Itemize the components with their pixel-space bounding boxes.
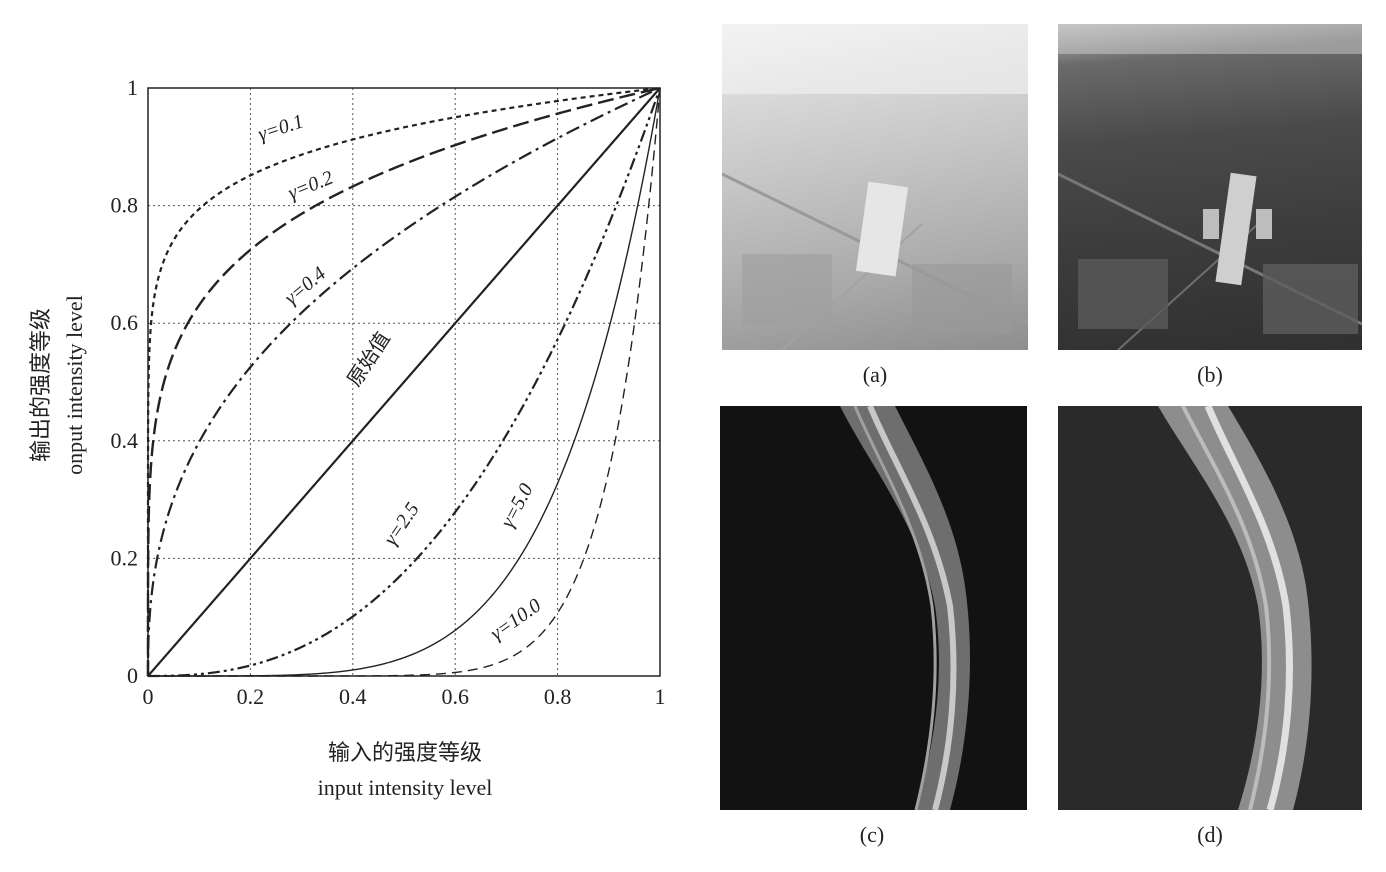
image-panel-c [720, 406, 1027, 810]
curve-labels: γ=0.1 γ=0.2 γ=0.4 原始值 γ=2.5 γ=5.0 γ=10.0 [255, 110, 545, 644]
y-axis-label-cn: 输出的强度等级 [28, 308, 53, 462]
curve-gamma-10 [148, 87, 661, 677]
curve-gamma-1 [147, 87, 661, 677]
gamma-chart: 0 0.2 0.4 0.6 0.8 100.20.40.60.81 γ=0.1γ=0.2γ… [28, 75, 666, 800]
x-tick-label: 0.8 [544, 684, 572, 709]
tick-labels: 0 0.2 0.4 0.6 0.8 1 0 0.2 0.4 0.6 0.8 1 [111, 75, 666, 709]
curve-gamma-2-5 [148, 87, 662, 678]
y-tick-label: 0 [127, 663, 138, 688]
y-tick-label: 0.8 [111, 193, 139, 218]
image-panel-a [722, 24, 1028, 350]
x-axis-label-en: input intensity level [318, 775, 493, 800]
curve-label: γ=0.4 [280, 263, 330, 310]
curve-label: γ=0.2 [285, 167, 336, 205]
y-tick-label: 0.6 [111, 310, 139, 335]
caption-b: (b) [1197, 362, 1223, 387]
x-axis-label-cn: 输入的强度等级 [328, 740, 482, 765]
caption-a: (a) [862, 362, 888, 387]
curve-layer [146, 86, 662, 678]
y-tick-label: 0.4 [111, 428, 139, 453]
curve-gamma-0-1 [146, 86, 661, 676]
x-tick-label: 0.4 [339, 684, 367, 709]
curve-gamma-0-2 [146, 86, 661, 676]
y-tick-label: 0.2 [111, 545, 139, 570]
image-panel-d [1058, 406, 1362, 810]
curve-label: 原始值 [342, 327, 395, 390]
curve-label: γ=5.0 [497, 480, 538, 531]
curve-label: γ=0.1 [255, 110, 306, 145]
mri-spine-bright [1158, 406, 1312, 810]
mri-spine-dark [840, 406, 970, 810]
curve-label: γ=2.5 [380, 499, 424, 550]
curve-label: γ=10.0 [486, 594, 545, 644]
aerial-photo-light [722, 24, 1028, 350]
caption-d: (d) [1197, 822, 1223, 847]
x-tick-label: 0.6 [441, 684, 469, 709]
y-axis-label-en: onput intensity level [62, 295, 87, 475]
plot-frame [147, 87, 661, 677]
caption-c: (c) [859, 822, 885, 847]
x-tick-label: 0 [143, 684, 154, 709]
image-panel-b [1058, 24, 1362, 350]
y-tick-label: 1 [127, 75, 138, 100]
x-tick-label: 1 [655, 684, 666, 709]
x-tick-label: 0.2 [237, 684, 265, 709]
curve-gamma-0-4 [146, 87, 661, 676]
aerial-photo-dark [1058, 24, 1362, 350]
